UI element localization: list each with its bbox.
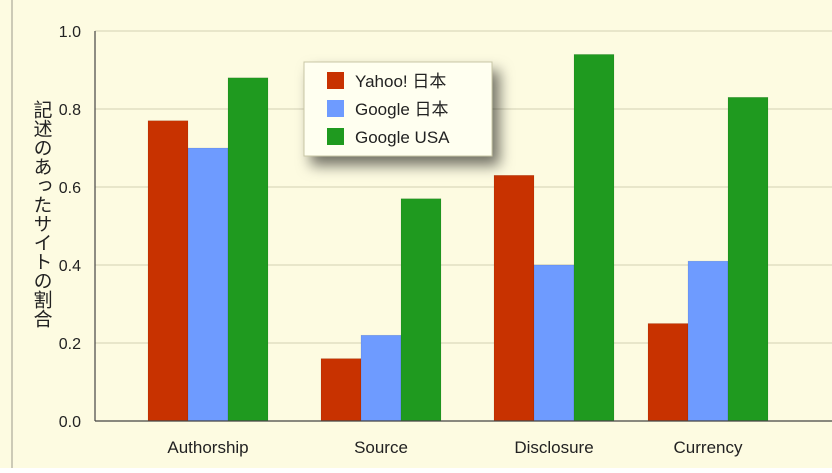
bar-authorship-series-2	[187, 147, 229, 422]
x-tick-label: Authorship	[167, 438, 248, 457]
bar-currency-series-1	[647, 323, 689, 422]
bar-disclosure-series-3	[573, 54, 615, 422]
y-tick-label: 1.0	[59, 24, 81, 41]
bar-source-series-1	[320, 358, 362, 422]
x-tick-label: Currency	[674, 438, 743, 457]
bar-source-series-3	[400, 198, 442, 422]
x-tick-label: Source	[354, 438, 408, 457]
x-tick-labels: Authorship Source Disclosure Currency	[167, 438, 743, 457]
bar-disclosure-series-2	[533, 264, 575, 422]
bar-source-series-2	[360, 334, 402, 422]
bar-authorship-series-3	[227, 77, 269, 422]
bar-currency-series-3	[727, 97, 769, 422]
legend-swatch	[327, 128, 344, 145]
legend-label: Google USA	[355, 128, 450, 147]
y-tick-label: 0.2	[59, 336, 81, 353]
legend-swatch	[327, 100, 344, 117]
y-tick-label: 0.8	[59, 102, 81, 119]
axes	[11, 0, 832, 468]
y-axis-label: 記述のあったサイトの割合	[31, 100, 53, 328]
bars	[147, 54, 769, 422]
legend: Yahoo! 日本 Google 日本 Google USA	[303, 61, 493, 157]
y-tick-label: 0.0	[59, 414, 81, 431]
x-tick-label: Disclosure	[514, 438, 593, 457]
legend-label: Yahoo! 日本	[355, 72, 446, 91]
bar-authorship-series-1	[147, 120, 189, 422]
legend-label: Google 日本	[355, 100, 449, 119]
y-tick-label: 0.4	[59, 258, 81, 275]
bar-disclosure-series-1	[493, 175, 535, 422]
bar-currency-series-2	[687, 260, 729, 422]
y-tick-label: 0.6	[59, 180, 81, 197]
y-tick-labels: 0.0 0.2 0.4 0.6 0.8 1.0	[59, 24, 81, 431]
legend-swatch	[327, 72, 344, 89]
